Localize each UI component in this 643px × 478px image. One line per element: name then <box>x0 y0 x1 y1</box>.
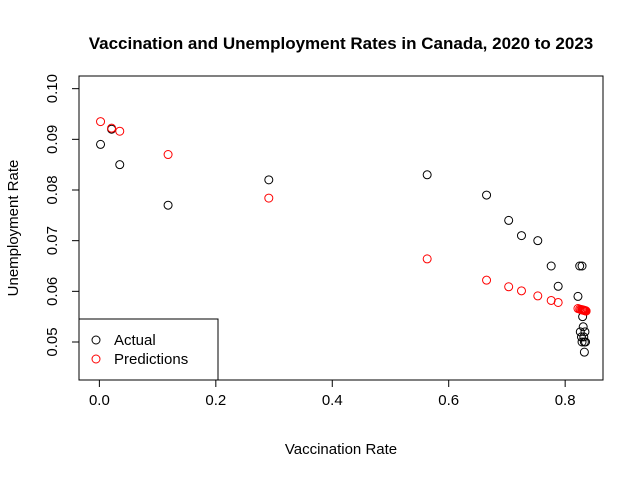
point-actual <box>579 347 589 357</box>
legend-box <box>78 318 219 381</box>
point-actual <box>546 261 556 271</box>
point-actual <box>115 160 125 170</box>
point-actual <box>579 332 589 342</box>
point-actual <box>575 261 585 271</box>
point-predictions <box>482 275 492 285</box>
y-axis: 0.05 0.06 0.07 0.08 0.09 0.10 <box>44 74 80 357</box>
y-axis-label: Unemployment Rate <box>5 160 22 297</box>
y-tick-label: 0.05 <box>44 327 61 356</box>
point-actual <box>533 236 543 246</box>
point-predictions <box>581 306 591 316</box>
point-predictions <box>533 291 543 301</box>
legend-label-predictions: Predictions <box>114 351 188 368</box>
point-predictions <box>516 286 526 296</box>
point-actual <box>96 139 106 149</box>
legend-label-actual: Actual <box>114 332 156 349</box>
point-predictions <box>546 295 556 305</box>
legend-marker-predictions <box>91 354 101 364</box>
point-actual <box>163 200 173 210</box>
point-actual <box>504 215 514 225</box>
y-tick-label: 0.06 <box>44 277 61 306</box>
point-actual <box>422 170 432 180</box>
point-actual <box>482 190 492 200</box>
legend: Actual Predictions <box>78 318 219 381</box>
y-tick-label: 0.10 <box>44 74 61 103</box>
x-axis: 0.0 0.2 0.4 0.6 0.8 <box>89 379 576 409</box>
point-predictions <box>96 117 106 127</box>
point-actual <box>578 322 588 332</box>
point-actual <box>581 337 591 347</box>
point-actual <box>553 281 563 291</box>
point-actual <box>264 175 274 185</box>
legend-marker-actual <box>91 335 101 345</box>
point-predictions <box>264 193 274 203</box>
data-points <box>96 117 591 357</box>
point-predictions <box>163 150 173 160</box>
point-predictions <box>107 123 117 133</box>
y-tick-label: 0.09 <box>44 125 61 154</box>
x-axis-label: Vaccination Rate <box>285 441 397 458</box>
point-actual <box>577 261 587 271</box>
point-actual <box>580 327 590 337</box>
point-predictions <box>422 254 432 264</box>
point-actual <box>577 337 587 347</box>
point-actual <box>573 291 583 301</box>
x-tick-label: 0.6 <box>438 392 459 409</box>
point-predictions <box>115 126 125 136</box>
y-tick-label: 0.08 <box>44 175 61 204</box>
x-tick-label: 0.2 <box>205 392 226 409</box>
x-tick-label: 0.8 <box>555 392 576 409</box>
x-tick-label: 0.4 <box>322 392 343 409</box>
x-tick-label: 0.0 <box>89 392 110 409</box>
point-predictions <box>553 297 563 307</box>
point-actual <box>516 231 526 241</box>
point-predictions <box>504 282 514 292</box>
y-tick-label: 0.07 <box>44 226 61 255</box>
chart-title: Vaccination and Unemployment Rates in Ca… <box>89 34 594 53</box>
